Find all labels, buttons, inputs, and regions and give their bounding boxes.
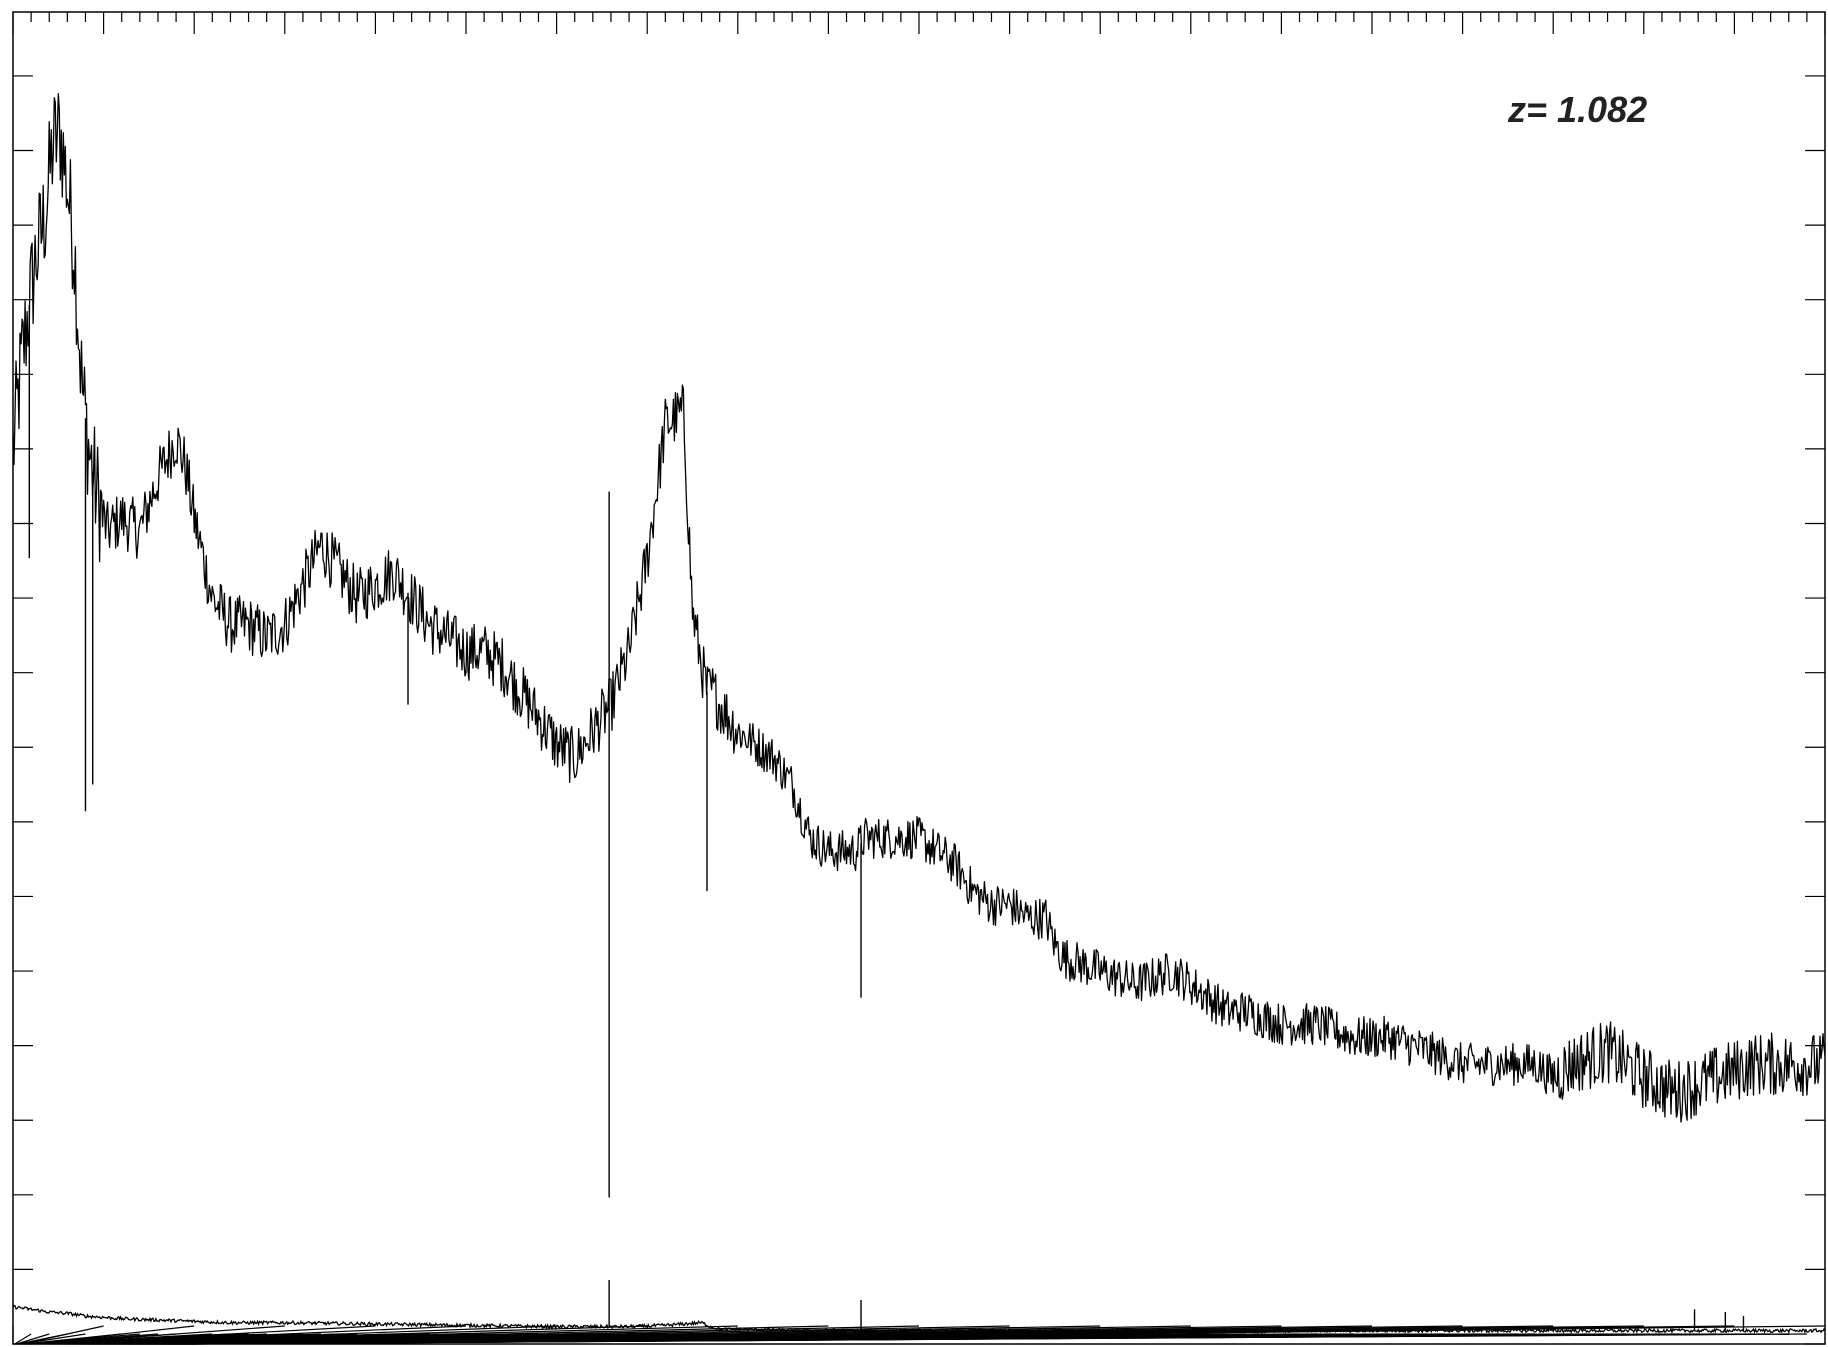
flux-spectrum-line xyxy=(12,93,1826,1123)
x-tick-bottom xyxy=(192,1333,1807,1345)
plot-frame xyxy=(12,11,1826,1345)
x-tick-bottom xyxy=(58,1325,467,1345)
error-spectrum-line xyxy=(12,1304,1826,1335)
x-tick-bottom xyxy=(49,1325,376,1345)
axis-ticks xyxy=(12,12,1826,1345)
x-tick-bottom xyxy=(14,1333,32,1345)
x-tick-bottom xyxy=(194,1325,1826,1345)
x-tick-bottom xyxy=(67,1325,557,1345)
x-tick-bottom xyxy=(31,1325,195,1345)
x-tick-bottom xyxy=(76,1325,648,1345)
x-tick-bottom xyxy=(21,1325,104,1345)
x-tick-bottom xyxy=(40,1325,285,1345)
spectral-features xyxy=(28,305,1745,1331)
redshift-label: z= 1.082 xyxy=(1507,89,1647,130)
x-tick-bottom xyxy=(16,1333,50,1345)
